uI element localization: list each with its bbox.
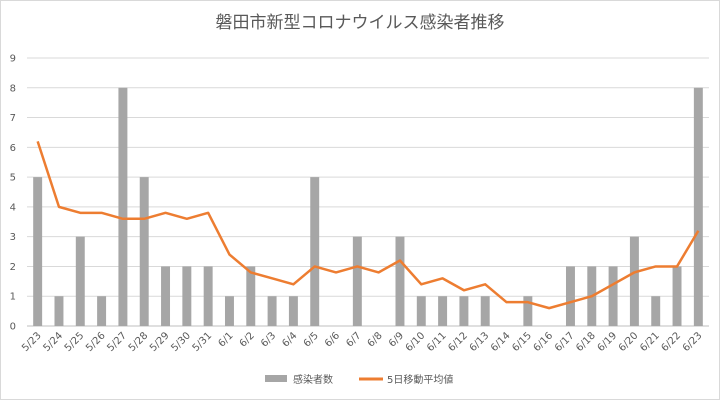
x-tick-label: 6/21: [638, 330, 662, 354]
bar: [565, 266, 575, 326]
bar: [139, 177, 149, 326]
x-tick-label: 6/15: [510, 330, 534, 354]
y-tick-label: 6: [10, 143, 16, 154]
bar: [693, 87, 703, 327]
bar: [310, 177, 320, 326]
bar: [288, 296, 298, 326]
bar: [246, 266, 256, 326]
bar: [161, 266, 171, 326]
x-tick-label: 6/23: [681, 330, 705, 354]
y-tick-label: 5: [10, 173, 16, 184]
chart-title: 磐田市新型コロナウイルス感染者推移: [216, 13, 505, 33]
y-tick-label: 1: [10, 292, 16, 303]
x-tick-label: 6/5: [302, 330, 321, 349]
x-tick-label: 5/26: [84, 330, 108, 354]
bar: [118, 87, 128, 327]
x-tick-label: 6/10: [404, 330, 428, 354]
bar: [182, 266, 192, 326]
bar: [33, 177, 43, 326]
y-tick-label: 3: [10, 232, 16, 243]
x-tick-label: 6/12: [446, 330, 470, 354]
x-tick-label: 5/23: [20, 330, 44, 354]
bar: [267, 296, 277, 326]
y-tick-label: 4: [10, 202, 16, 213]
x-tick-label: 6/8: [366, 330, 385, 349]
x-tick-label: 6/16: [532, 330, 556, 354]
x-tick-label: 6/14: [489, 330, 513, 354]
bar: [395, 236, 405, 326]
bar: [651, 296, 661, 326]
bar: [523, 296, 533, 326]
bar: [203, 266, 213, 326]
bar: [224, 296, 234, 326]
legend-line-label: 5日移動平均値: [387, 373, 453, 386]
x-tick-label: 6/17: [553, 330, 577, 354]
bar: [459, 296, 469, 326]
x-tick-label: 6/6: [323, 330, 342, 349]
legend-bar-swatch: [265, 375, 287, 382]
x-tick-label: 5/30: [169, 330, 193, 354]
bar: [672, 266, 682, 326]
bar: [54, 296, 64, 326]
bar: [480, 296, 490, 326]
legend: 感染者数 5日移動平均値: [265, 373, 453, 386]
x-tick-label: 5/28: [127, 330, 151, 354]
x-tick-label: 6/11: [425, 330, 449, 354]
x-axis-ticks: 5/235/245/255/265/275/285/295/305/31 6/1 6…: [20, 330, 704, 354]
x-tick-label: 6/20: [617, 330, 641, 354]
x-tick-label: 5/24: [41, 330, 65, 354]
x-tick-label: 6/19: [596, 330, 620, 354]
y-tick-label: 7: [10, 113, 16, 124]
bar: [75, 236, 85, 326]
y-tick-label: 2: [10, 262, 16, 273]
x-tick-label: 5/29: [148, 330, 172, 354]
x-tick-label: 6/7: [344, 330, 363, 349]
x-tick-label: 6/2: [238, 330, 257, 349]
moving-average-line: [36, 140, 700, 310]
bar: [352, 236, 362, 326]
x-tick-label: 6/22: [659, 330, 683, 354]
x-tick-label: 6/4: [280, 330, 299, 349]
x-tick-label: 6/18: [574, 330, 598, 354]
x-tick-label: 6/13: [468, 330, 492, 354]
line-series: [36, 140, 700, 310]
y-tick-label: 0: [10, 322, 16, 333]
bar: [416, 296, 426, 326]
gridlines: [27, 57, 709, 327]
x-tick-label: 6/3: [259, 330, 278, 349]
x-tick-label: 6/1: [216, 330, 235, 349]
y-tick-label: 9: [10, 54, 16, 65]
x-tick-label: 5/25: [63, 330, 87, 354]
bar: [97, 296, 107, 326]
x-tick-label: 5/27: [105, 330, 129, 354]
legend-bar-label: 感染者数: [293, 373, 333, 386]
bar: [608, 266, 618, 326]
y-axis-ticks: 0 1 2 3 4 5 6 7 8 9: [10, 54, 16, 333]
y-tick-label: 8: [10, 83, 16, 94]
bar: [438, 296, 448, 326]
x-tick-label: 5/31: [191, 330, 215, 354]
bar: [629, 236, 639, 326]
